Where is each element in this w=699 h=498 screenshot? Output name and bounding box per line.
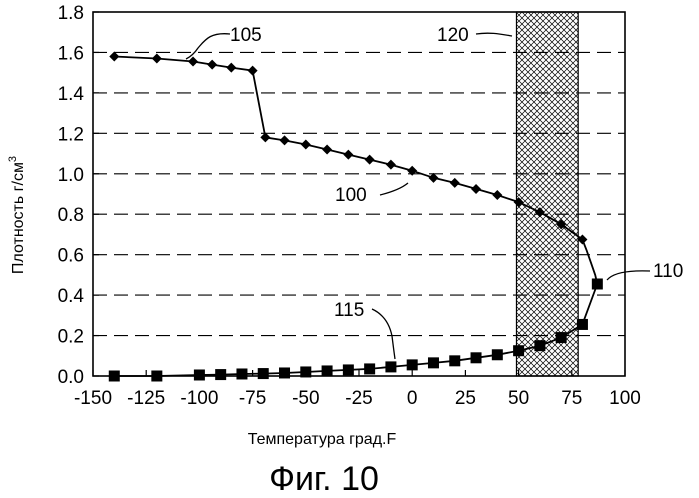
- x-tick-label: -100: [180, 388, 218, 409]
- square-marker: [428, 357, 439, 368]
- diamond-marker: [450, 178, 460, 188]
- square-marker: [492, 349, 503, 360]
- diamond-marker: [492, 190, 502, 200]
- x-tick-label: 0: [407, 388, 418, 409]
- diamond-marker: [280, 135, 290, 145]
- annotation-label: 105: [230, 25, 262, 46]
- y-tick-label: 0.0: [58, 367, 84, 388]
- annotation-label: 110: [653, 261, 683, 282]
- figure-caption: Фиг. 10: [269, 460, 379, 498]
- y-tick-label: 0.8: [58, 205, 84, 226]
- y-axis-title: Плотность г/см3: [7, 156, 27, 274]
- square-marker: [236, 368, 247, 379]
- shaded-band-layer: [516, 12, 578, 376]
- diamond-marker: [226, 63, 236, 73]
- series-connector-line: [582, 240, 597, 285]
- square-marker: [471, 352, 482, 363]
- annotation-leader: [372, 309, 395, 359]
- x-tick-label: -125: [127, 388, 165, 409]
- diamond-marker: [188, 57, 198, 67]
- diamond-marker: [248, 66, 258, 76]
- series-line-diamond: [114, 57, 582, 240]
- y-tick-label: 1.0: [58, 165, 84, 186]
- square-marker: [322, 365, 333, 376]
- shaded-band: [516, 12, 578, 376]
- diamond-marker: [386, 160, 396, 170]
- square-marker: [279, 367, 290, 378]
- annotation-leader: [476, 33, 512, 36]
- x-tick-label: -75: [239, 388, 266, 409]
- square-marker: [577, 319, 588, 330]
- diamond-marker: [207, 60, 217, 70]
- x-tick-label: -150: [74, 388, 112, 409]
- square-marker: [364, 363, 375, 374]
- x-tick-label: -25: [345, 388, 372, 409]
- y-tick-label: 1.4: [58, 84, 85, 105]
- square-marker: [258, 368, 269, 379]
- annotation-leader: [380, 183, 408, 195]
- y-axis-title-superscript: 3: [7, 156, 19, 162]
- square-marker: [449, 355, 460, 366]
- y-tick-label: 0.2: [58, 327, 84, 348]
- y-tick-label: 1.2: [58, 124, 84, 145]
- annotations: 105 120 100 110 115: [186, 25, 683, 359]
- diamond-marker: [471, 184, 481, 194]
- annotation-label: 120: [437, 25, 469, 46]
- x-tick-label: 100: [609, 388, 641, 409]
- diamond-marker: [322, 145, 332, 155]
- y-axis-title-main: Плотность г/см: [10, 162, 27, 274]
- y-tick-label: 0.4: [58, 286, 85, 307]
- annotation-leader: [607, 271, 650, 280]
- square-marker: [513, 345, 524, 356]
- annotation-label: 100: [335, 185, 367, 206]
- diamond-marker: [301, 139, 311, 149]
- diamond-marker: [152, 54, 162, 64]
- diamond-marker: [365, 155, 375, 165]
- square-marker: [215, 369, 226, 380]
- y-tick-label: 1.6: [58, 43, 84, 64]
- square-marker: [407, 359, 418, 370]
- square-marker: [534, 340, 545, 351]
- y-tick-label: 0.6: [58, 246, 84, 267]
- x-tick-label: 50: [508, 388, 529, 409]
- square-marker: [343, 364, 354, 375]
- square-marker: [592, 278, 603, 289]
- y-tick-label: 1.8: [58, 3, 84, 24]
- square-marker: [385, 361, 396, 372]
- x-tick-label: 25: [455, 388, 476, 409]
- x-tick-label: -50: [292, 388, 319, 409]
- x-tick-label: 75: [561, 388, 582, 409]
- x-axis-title: Температура град.F: [248, 431, 397, 448]
- square-marker: [556, 332, 567, 343]
- annotation-leader: [186, 34, 230, 59]
- annotation-label: 115: [334, 300, 364, 321]
- diamond-marker: [343, 150, 353, 160]
